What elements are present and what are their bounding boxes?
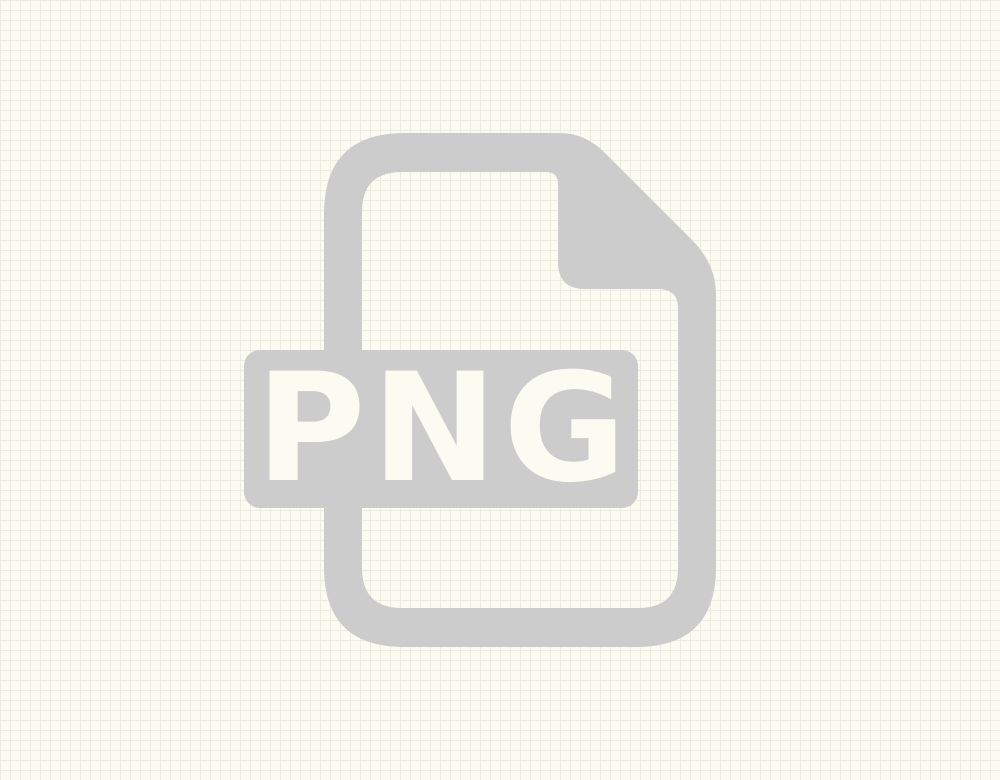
file-type-label: PNG: [255, 342, 633, 516]
label-band: [244, 350, 638, 508]
document-outline: [324, 133, 716, 647]
